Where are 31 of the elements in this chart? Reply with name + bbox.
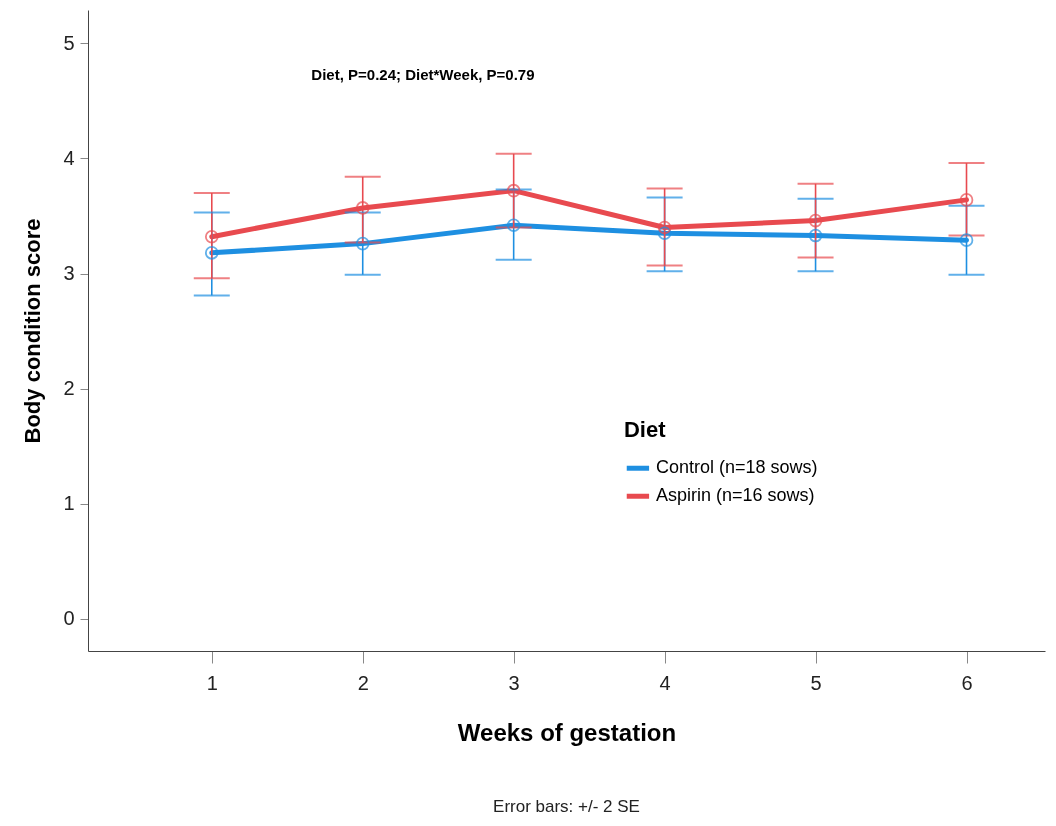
x-tick-label: 3 [508, 671, 520, 694]
x-tick-label: 2 [357, 671, 369, 694]
y-tick-label: 2 [63, 377, 75, 400]
y-tick-label: 5 [63, 31, 75, 54]
y-tick-label: 4 [63, 146, 75, 169]
point [204, 246, 219, 260]
point [959, 233, 974, 247]
point [506, 183, 521, 198]
text: Error bars: +/- 2 SE [493, 797, 640, 816]
point [657, 220, 672, 235]
annotation: Diet, P=0.24; Diet*Week, P=0.79 [311, 66, 535, 83]
point [204, 229, 219, 244]
point [506, 218, 521, 233]
legend-label: Aspirin (n=16 sows) [655, 485, 815, 506]
point [959, 193, 974, 207]
x-axis-title: Weeks of gestation [457, 718, 677, 746]
point [808, 213, 823, 228]
y-tick-label: 3 [63, 262, 75, 285]
legend-title: Diet [623, 417, 667, 443]
x-tick-label: 4 [659, 671, 671, 694]
point [657, 226, 672, 241]
x-tick-label: 5 [810, 671, 822, 694]
point [355, 236, 370, 251]
point [808, 228, 823, 243]
point [355, 201, 370, 215]
y-tick-label: 0 [63, 607, 75, 630]
legend-label: Control (n=18 sows) [655, 457, 818, 478]
x-tick-label: 6 [961, 671, 973, 694]
x-tick-label: 1 [206, 671, 218, 694]
y-tick-label: 1 [63, 492, 75, 515]
y-axis-title: Body condition score [20, 218, 46, 444]
